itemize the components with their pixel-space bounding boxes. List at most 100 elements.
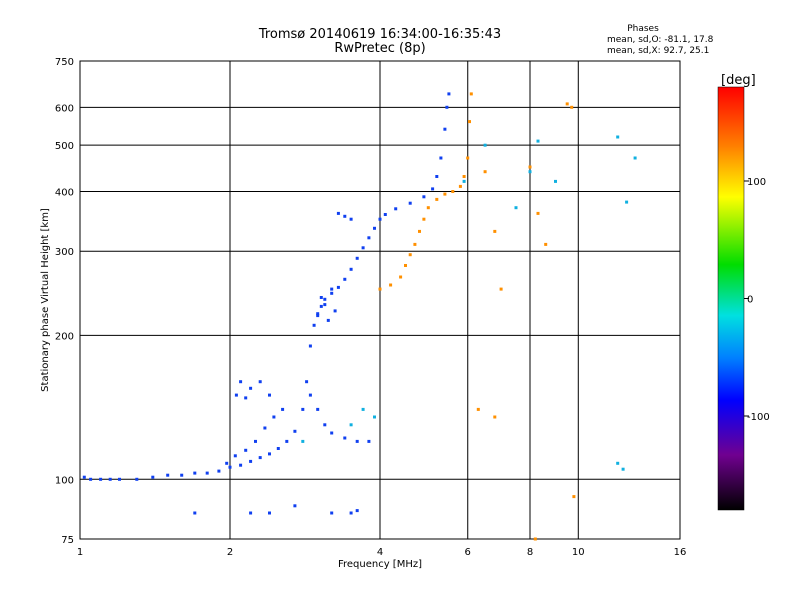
data-point [330, 511, 334, 515]
data-point [435, 175, 439, 178]
y-tick-label: 400 [55, 187, 74, 198]
data-point [544, 242, 548, 246]
colorbar-ticks: 100 0 -100 [744, 177, 770, 423]
data-point [533, 537, 537, 541]
data-point [426, 206, 430, 210]
data-point [570, 105, 574, 109]
x-axis-label: Frequency [MHz] [338, 559, 422, 570]
chart-subtitle: RwPretec (8p) [334, 41, 425, 56]
data-point [193, 511, 197, 515]
data-point [418, 229, 421, 233]
data-point [99, 477, 103, 481]
data-point [466, 156, 470, 160]
data-point [205, 471, 209, 475]
y-tick-label: 200 [55, 331, 74, 342]
x-tick-label: 4 [377, 547, 383, 558]
y-tick-label: 75 [61, 535, 74, 546]
data-point [373, 415, 376, 419]
data-point [355, 256, 359, 260]
data-point [413, 242, 417, 246]
data-point [349, 423, 353, 427]
data-point [633, 156, 637, 160]
data-point [443, 192, 447, 196]
y-axis: 75 100 200 300 400 500 600 750 [55, 57, 74, 546]
data-point [616, 135, 620, 139]
data-point [225, 461, 229, 465]
y-tick-label: 750 [55, 57, 74, 68]
data-point [349, 217, 353, 221]
data-point [268, 452, 271, 456]
data-point [239, 380, 243, 384]
phase-stats-x: mean, sd,X: 92.7, 25.1 [607, 46, 709, 56]
data-point [82, 475, 86, 479]
x-tick-label: 6 [465, 547, 471, 558]
data-point [312, 323, 316, 327]
data-point [435, 197, 439, 201]
data-point [244, 396, 248, 400]
data-point [367, 439, 371, 443]
data-point [462, 179, 466, 183]
data-point [408, 253, 412, 257]
data-point [394, 207, 398, 211]
data-point [326, 318, 330, 322]
data-point [493, 229, 497, 233]
phase-stats-o: mean, sd,O: -81.1, 17.8 [607, 35, 714, 45]
x-tick-label: 16 [674, 547, 687, 558]
x-axis: 1 2 4 6 8 10 16 [77, 547, 687, 558]
data-point [499, 287, 503, 291]
y-axis-label: Stationary phase Virtual Height [km] [40, 208, 51, 392]
data-point [447, 92, 451, 96]
data-point [443, 127, 447, 131]
data-point [89, 477, 93, 481]
data-point [308, 344, 312, 348]
data-point [349, 267, 353, 271]
colorbar: [deg] 100 0 -100 [717, 73, 770, 511]
data-point [343, 436, 347, 440]
data-point [422, 195, 426, 199]
data-point [458, 184, 462, 188]
data-point [408, 201, 412, 205]
data-point [239, 463, 243, 467]
data-point [323, 303, 327, 307]
data-point [528, 170, 532, 174]
data-point [367, 236, 371, 240]
data-point [625, 200, 629, 204]
data-point [431, 187, 435, 191]
data-point [319, 296, 323, 299]
colorbar-tick-label: -100 [747, 412, 770, 423]
y-tick-label: 600 [55, 103, 74, 114]
x-tick-label: 8 [527, 547, 533, 558]
data-point [316, 312, 320, 316]
data-point [469, 92, 473, 96]
data-point [565, 102, 569, 106]
data-point [254, 439, 257, 443]
phase-stats: Phases mean, sd,O: -81.1, 17.8 mean, sd,… [607, 24, 714, 56]
data-point [244, 448, 248, 452]
data-point [483, 143, 487, 147]
colorbar-tick-label: 0 [747, 295, 753, 306]
data-point [276, 447, 280, 450]
y-tick-label: 300 [55, 247, 74, 258]
data-point [316, 407, 320, 411]
data-point [316, 314, 320, 318]
data-point [404, 264, 407, 267]
data-point [462, 175, 466, 178]
data-point [249, 386, 253, 390]
grid [80, 61, 680, 539]
x-tick-label: 10 [572, 547, 585, 558]
data-point [389, 283, 393, 287]
data-point [483, 170, 487, 174]
data-point [234, 393, 238, 397]
data-point [135, 477, 139, 481]
data-point [330, 287, 334, 291]
data-point [281, 407, 285, 411]
data-point [305, 380, 309, 384]
data-point [308, 393, 312, 397]
data-point [476, 407, 480, 411]
y-tick-label: 500 [55, 141, 74, 152]
data-point [422, 217, 426, 221]
data-point [536, 211, 540, 215]
data-point [343, 277, 347, 281]
data-point [349, 511, 353, 515]
data-point [258, 380, 262, 384]
